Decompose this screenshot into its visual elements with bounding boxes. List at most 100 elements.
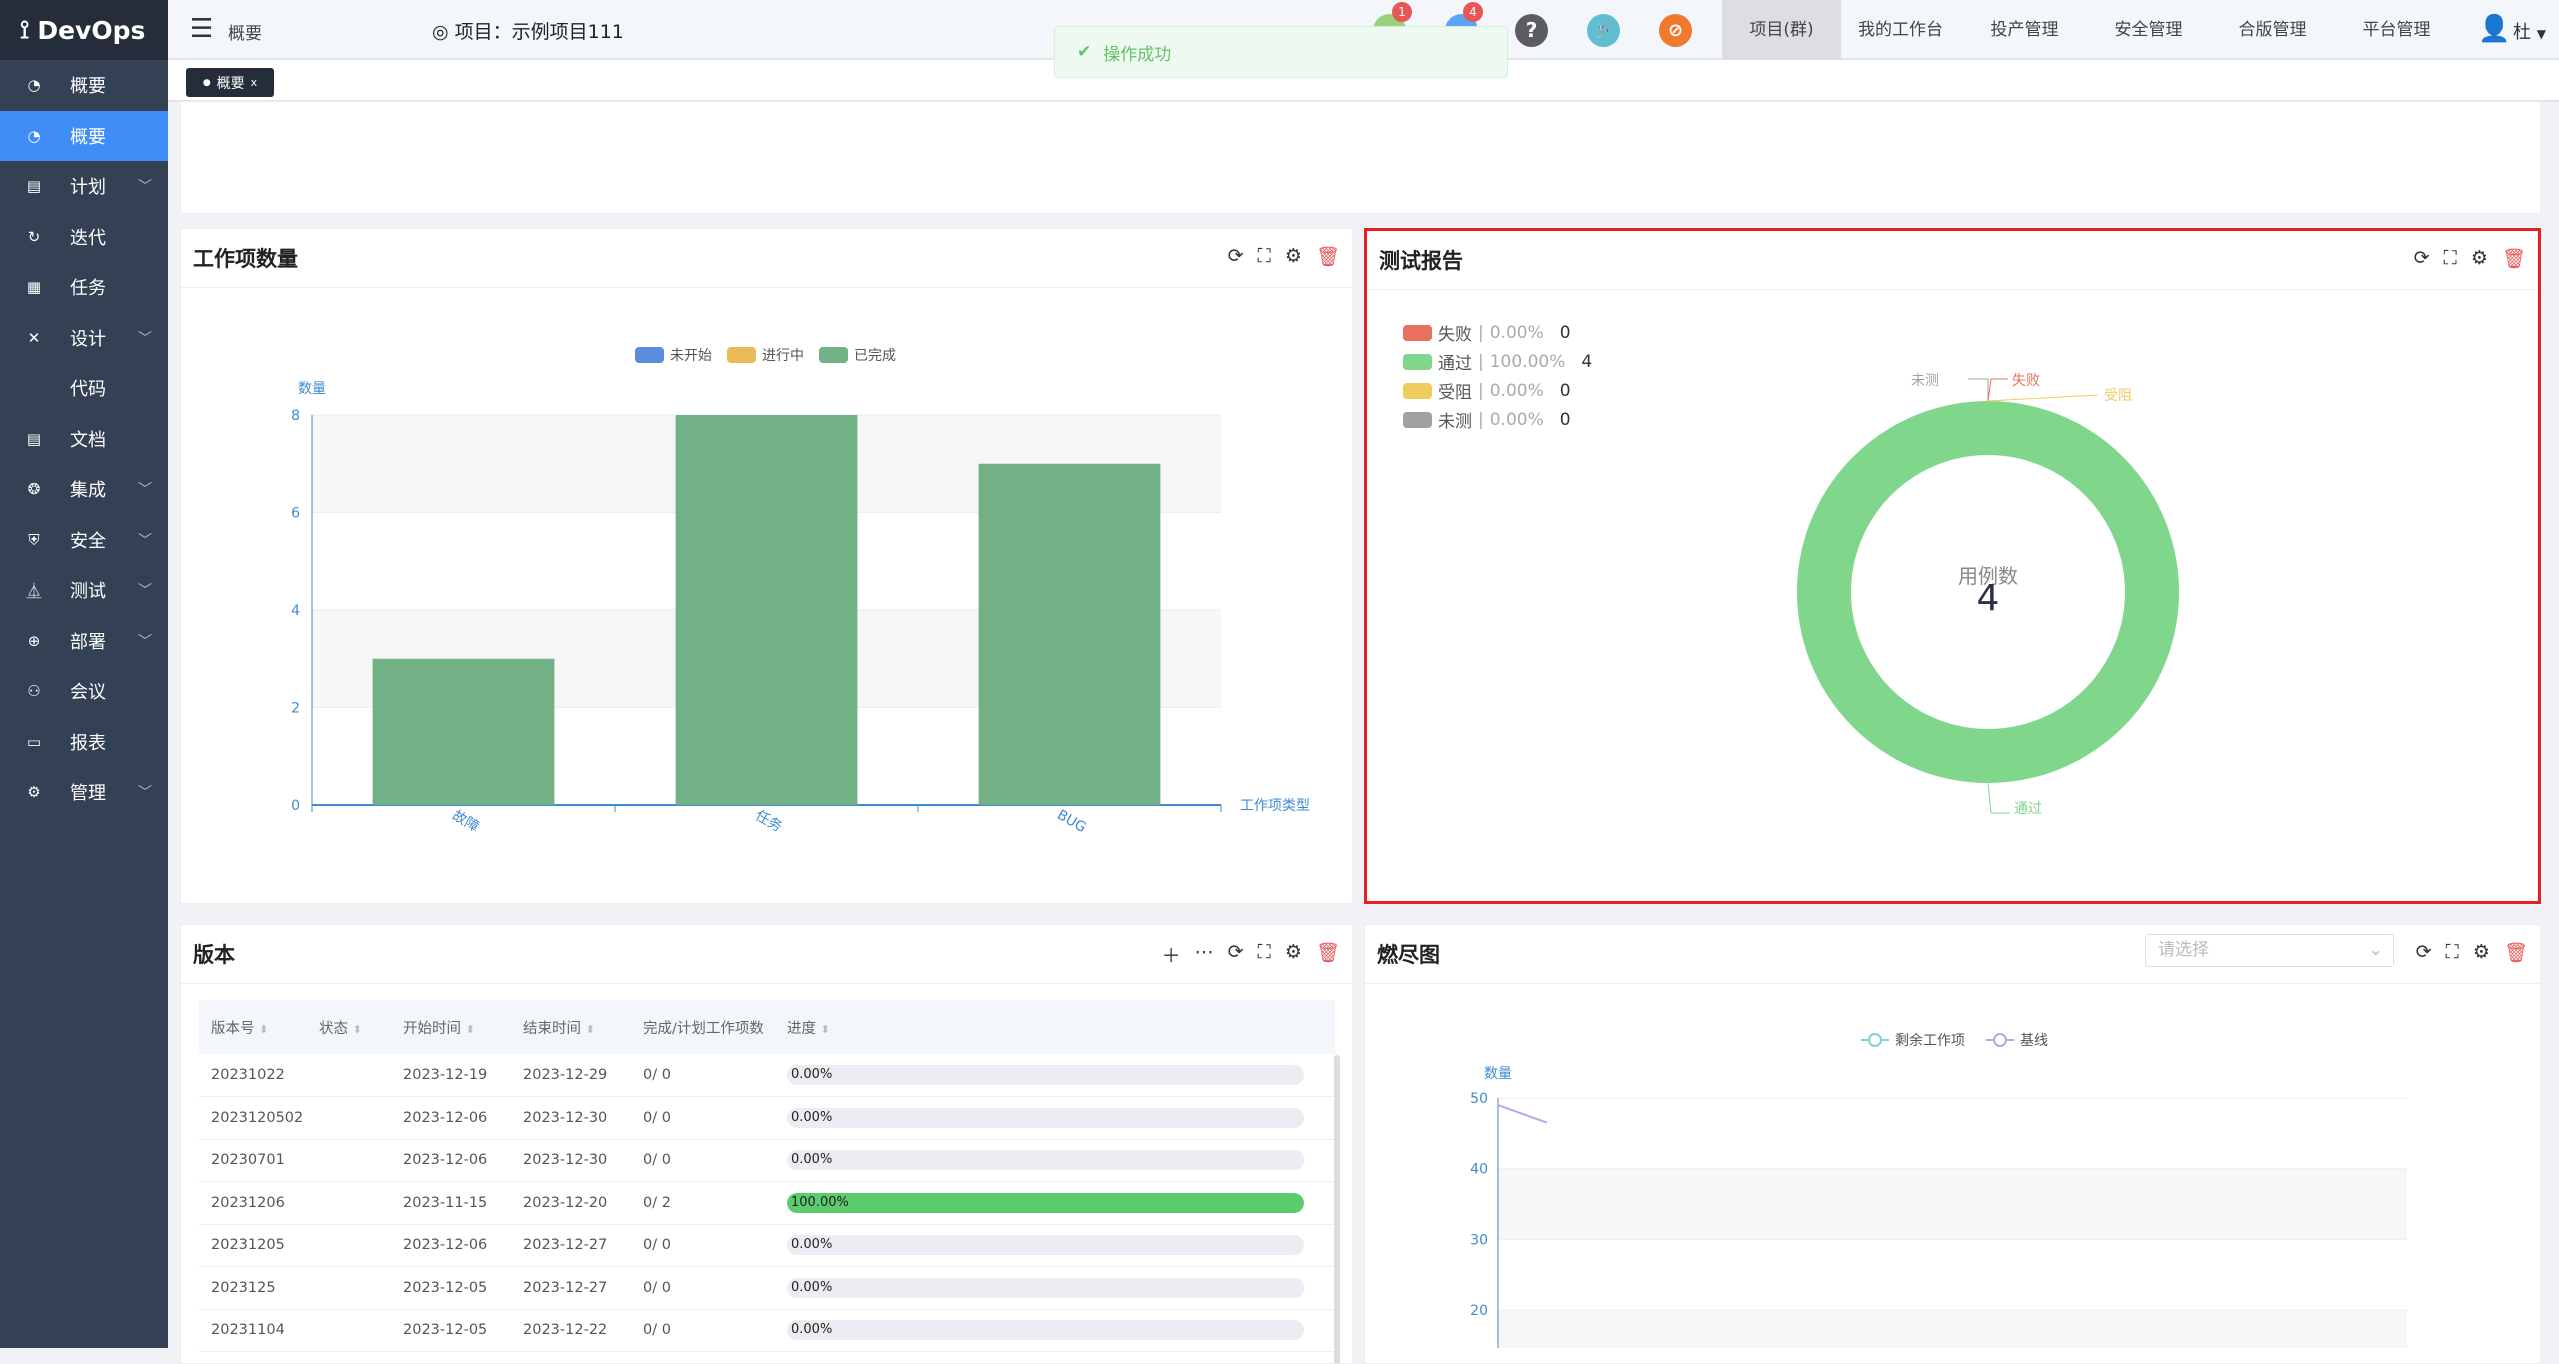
label-leader-line [1968,378,1989,401]
iteration-select[interactable]: 请选择 ⌄ [2145,934,2394,967]
gear-icon[interactable]: ⚙ [1284,941,1302,963]
table-row[interactable]: 20230701 2023-12-06 2023-12-30 0/ 0 0.00% [199,1139,1335,1182]
column-header[interactable]: 结束时间 ⬍ [523,1000,643,1054]
sidebar-item[interactable]: ▦ 任务 [0,262,168,313]
legend-swatch [727,347,756,363]
legend-label: 剩余工作项 [1895,1032,1965,1049]
sidebar-item[interactable]: ◔ 概要 [0,110,168,161]
close-icon[interactable]: x [250,76,258,89]
table-row[interactable]: 2023120502 2023-12-06 2023-12-30 0/ 0 0.00% [199,1096,1335,1140]
table-scrollbar[interactable] [1334,1055,1340,1363]
table-row[interactable]: 20231104 2023-12-05 2023-12-22 0/ 0 0.00% [199,1309,1335,1352]
top-nav-item[interactable]: 合版管理 [2238,20,2307,40]
y-tick-label: 20 [1470,1303,1488,1319]
top-nav-item[interactable]: 平台管理 [2362,20,2431,40]
sidebar-item[interactable]: ⏅ 测试 ﹀ [0,565,168,616]
sidebar-item[interactable]: ✕ 设计 ﹀ [0,313,168,364]
legend-item[interactable]: 通过 | 100.00% 4 [1403,349,1592,374]
user-menu[interactable]: 杜 ▼ [2513,22,2546,43]
sidebar-item[interactable]: ⊕ 部署 ﹀ [0,616,168,667]
table-row[interactable]: 2023125 2023-12-05 2023-12-27 0/ 0 0.00% [199,1266,1335,1310]
iteration-icon: ↻ [27,227,41,246]
sidebar-item[interactable]: ❂ 集成 ﹀ [0,464,168,515]
logo[interactable]: ⟟ DevOps [0,0,168,60]
sort-icon[interactable]: ⬍ [585,1022,595,1036]
column-header[interactable]: 完成/计划工作项数 [643,1000,787,1054]
y-tick-label: 4 [291,603,300,619]
column-header[interactable]: 版本号 ⬍ [199,1000,319,1054]
column-header[interactable]: 进度 ⬍ [787,1000,1335,1054]
donut-center-label: 用例数 [1958,564,2018,588]
column-header[interactable]: 开始时间 ⬍ [403,1000,523,1054]
trash-icon[interactable]: 🗑 [2503,942,2528,964]
top-nav-item[interactable]: 投产管理 [1990,20,2059,40]
sidebar-item[interactable]: ◔ 概要 [0,60,168,111]
help-icon[interactable]: ? [1515,14,1548,47]
user-avatar[interactable]: 👤 [2478,14,2511,44]
gear-icon[interactable]: ⚙ [1284,245,1302,267]
legend-label: 基线 [2020,1032,2048,1049]
project-selector[interactable]: ◎ 项目：示例项目111 [432,21,624,43]
document-icon: ▤ [26,429,42,448]
sort-icon[interactable]: ⬍ [465,1022,475,1036]
sidebar-item[interactable]: ⚇ 会议 [0,666,168,717]
link-icon[interactable]: 🔗 [1587,14,1620,47]
top-nav-item[interactable]: 安全管理 [2114,20,2183,40]
gear-icon[interactable]: ⚙ [2472,941,2490,963]
gear-icon[interactable]: ⚙ [2470,247,2488,269]
refresh-icon[interactable]: ⟳ [2413,247,2430,269]
more-icon[interactable]: ⋯ [1194,941,1214,963]
tab-overview[interactable]: ● 概要 x [186,68,274,97]
table-cell: 2023-12-06 [403,1139,523,1182]
sidebar-item[interactable]: 代码 [70,379,106,401]
fullscreen-icon[interactable]: ⛶ [1257,245,1271,267]
legend-item[interactable]: 受阻 | 0.00% 0 [1403,378,1571,403]
refresh-icon[interactable]: ⟳ [2415,941,2432,963]
trash-icon[interactable]: 🗑 [1315,246,1340,268]
fullscreen-icon[interactable]: ⛶ [2443,247,2457,269]
sort-icon[interactable]: ⬍ [820,1022,830,1036]
dashboard-icon: ◔ [27,126,41,145]
table-row[interactable]: 20231206 2023-11-15 2023-12-20 0/ 2 100.00% [199,1181,1335,1225]
shield-icon: ⛨ [28,530,40,549]
table-cell: 0/ 0 [643,1096,787,1140]
sidebar-item[interactable]: ▭ 报表 [0,717,168,768]
table-row[interactable]: 20231205 2023-12-06 2023-12-27 0/ 0 0.00% [199,1224,1335,1267]
legend-item[interactable]: 未测 | 0.00% 0 [1403,407,1571,432]
sidebar-item[interactable]: ↻ 迭代 [0,212,168,263]
y-tick-label: 8 [291,408,300,424]
sidebar-item[interactable]: ⚙ 管理 ﹀ [0,767,168,818]
sort-icon[interactable]: ⬍ [259,1022,269,1036]
table-row[interactable]: 20231022 2023-12-19 2023-12-29 0/ 0 0.00% [199,1054,1335,1097]
table-cell: 0.00% [787,1266,1335,1310]
sort-icon[interactable]: ⬍ [352,1022,362,1036]
sidebar-item[interactable]: ▤ 文档 [0,414,168,465]
table-cell: 2023125 [199,1266,319,1310]
table-cell: 0/ 0 [643,1139,787,1182]
legend-item[interactable]: 失败 | 0.00% 0 [1403,320,1571,345]
column-header[interactable]: 状态 ⬍ [319,1000,403,1054]
progress-bar: 0.00% [787,1065,1304,1085]
fullscreen-icon[interactable]: ⛶ [1257,941,1271,963]
refresh-icon[interactable]: ⟳ [1227,941,1244,963]
table-cell: 0/ 0 [643,1054,787,1097]
top-nav-item[interactable]: 项目(群) [1722,0,1841,60]
add-icon[interactable]: ＋ [1161,945,1181,967]
y-tick-label: 30 [1470,1232,1488,1248]
table-cell: 0.00% [787,1224,1335,1267]
y-tick-label: 0 [291,798,300,814]
version-table: 版本号 ⬍ 状态 ⬍ 开始时间 ⬍ 结束时间 ⬍ 完成/计划工作项数 进度 ⬍ 202310… [199,1000,1335,1352]
table-cell: 20231104 [199,1309,319,1352]
trash-icon[interactable]: 🗑 [2501,248,2526,270]
sidebar-item[interactable]: ▤ 计划 ﹀ [0,161,168,212]
hamburger-menu-icon[interactable]: ☰ [190,14,214,44]
dashboard-icon: ◔ [27,76,41,95]
trash-icon[interactable]: 🗑 [1315,942,1340,964]
table-cell [319,1266,403,1310]
fullscreen-icon[interactable]: ⛶ [2445,941,2459,963]
top-nav-item[interactable]: 我的工作台 [1858,20,1943,40]
table-cell: 0.00% [787,1096,1335,1140]
refresh-icon[interactable]: ⟳ [1227,245,1244,267]
block-icon[interactable]: ⊘ [1659,14,1692,47]
sidebar-item[interactable]: ⛨ 安全 ﹀ [0,515,168,566]
